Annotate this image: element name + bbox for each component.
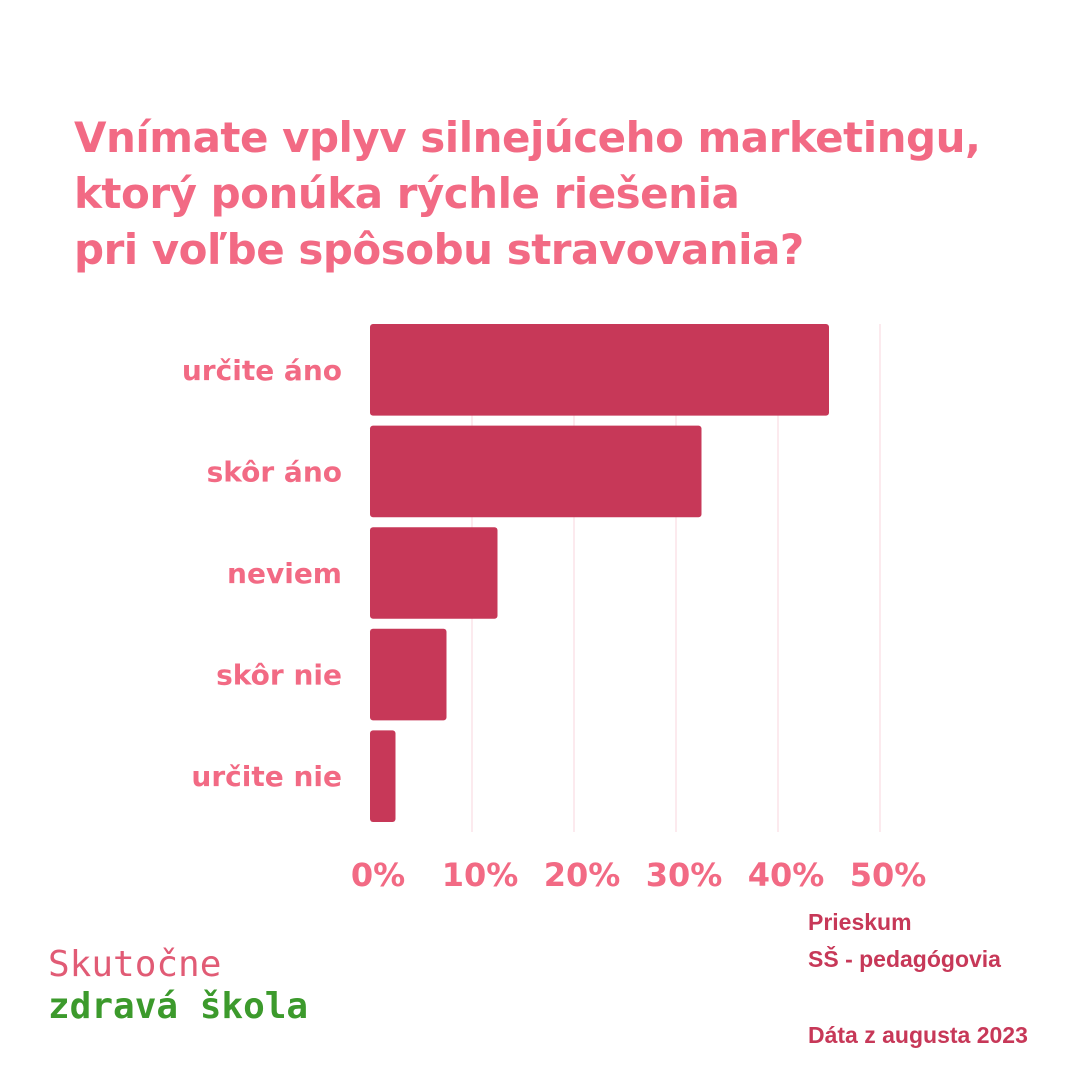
data-date: Dáta z augusta 2023 — [808, 1022, 1028, 1048]
category-label: určite nie — [191, 760, 342, 793]
title-line-3: pri voľbe spôsobu stravovania? — [74, 225, 804, 274]
x-tick-label: 20% — [544, 856, 621, 894]
x-tick-label: 10% — [442, 856, 519, 894]
category-label: určite áno — [182, 354, 342, 387]
category-label: skôr nie — [216, 659, 342, 692]
x-tick-label: 30% — [646, 856, 723, 894]
x-tick-label: 0% — [351, 856, 405, 894]
logo: Skutočne zdravá škola — [48, 944, 308, 1028]
bar — [370, 324, 829, 416]
source-note: Prieskum SŠ - pedagógovia — [808, 904, 1001, 978]
source-line-2: SŠ - pedagógovia — [808, 946, 1001, 972]
bar — [370, 730, 396, 822]
category-label: neviem — [227, 557, 342, 590]
logo-line-1: Skutočne — [48, 944, 222, 985]
logo-line-2: zdravá škola — [48, 986, 309, 1027]
source-line-1: Prieskum — [808, 909, 912, 935]
x-tick-label: 50% — [850, 856, 927, 894]
chart-title: Vnímate vplyv silnejúceho marketingu, kt… — [74, 110, 1054, 278]
bar — [370, 527, 498, 619]
title-line-2: ktorý ponúka rýchle riešenia — [74, 169, 740, 218]
bar — [370, 628, 447, 721]
category-label: skôr áno — [207, 455, 342, 488]
bar — [370, 425, 702, 518]
x-tick-label: 40% — [748, 856, 825, 894]
title-line-1: Vnímate vplyv silnejúceho marketingu, — [74, 113, 981, 162]
